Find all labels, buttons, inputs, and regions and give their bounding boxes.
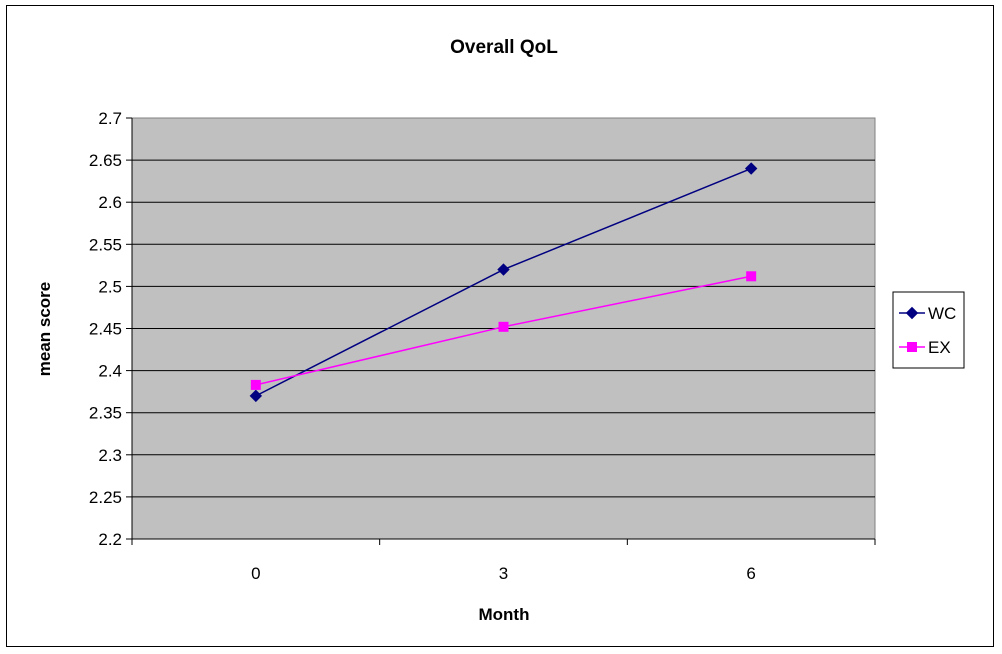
y-tick-label: 2.35 <box>89 404 122 423</box>
data-point-ex <box>250 379 261 390</box>
data-point-wc <box>744 162 758 175</box>
y-tick-label: 2.2 <box>98 530 122 549</box>
data-point-wc <box>497 263 510 276</box>
axes <box>126 117 876 545</box>
data-point-ex <box>746 271 757 282</box>
data-point-ex <box>498 321 509 332</box>
legend-label-wc: WC <box>928 304 956 323</box>
y-tick-labels: 2.2 2.25 2.3 2.35 2.4 2.45 2.5 2.55 2.6 2.65 2.7 <box>89 109 122 549</box>
x-tick-label: 3 <box>499 564 508 583</box>
x-tick-labels: 0 3 6 <box>251 564 756 583</box>
y-tick-label: 2.65 <box>89 151 122 170</box>
y-tick-label: 2.55 <box>89 235 122 254</box>
x-axis-title: Month <box>479 605 530 624</box>
y-tick-label: 2.6 <box>98 193 122 212</box>
legend-label-ex: EX <box>928 338 951 357</box>
y-tick-label: 2.25 <box>89 488 122 507</box>
y-tick-label: 2.4 <box>98 362 122 381</box>
legend-box <box>892 291 965 369</box>
x-tick-label: 0 <box>251 564 260 583</box>
chart-title: Overall QoL <box>450 37 558 58</box>
data-point-wc <box>249 389 263 403</box>
y-tick-label: 2.3 <box>98 446 122 465</box>
legend-marker-wc <box>905 306 919 320</box>
x-tick-label: 6 <box>746 564 755 583</box>
y-axis-title: mean score <box>35 282 54 377</box>
y-tick-label: 2.45 <box>89 320 122 339</box>
y-tick-label: 2.5 <box>98 277 122 296</box>
gridlines <box>132 159 875 498</box>
legend-marker-ex <box>907 342 917 352</box>
data-series <box>249 162 758 403</box>
y-tick-label: 2.7 <box>98 109 122 128</box>
legend: WC EX <box>892 291 965 369</box>
